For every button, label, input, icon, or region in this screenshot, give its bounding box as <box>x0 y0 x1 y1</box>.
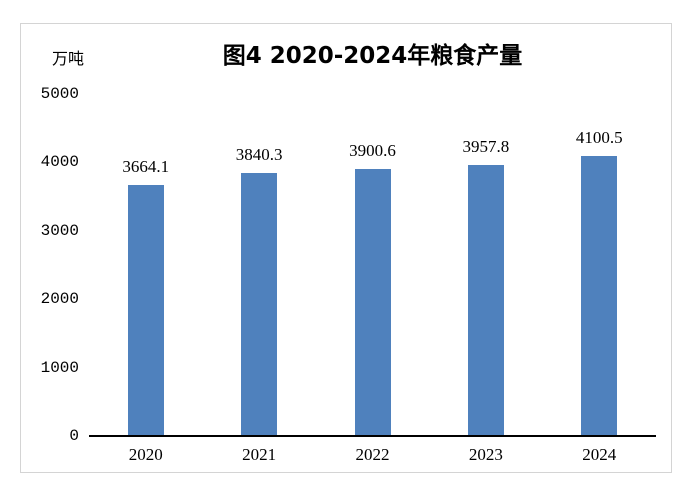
y-tick-label: 0 <box>69 427 79 445</box>
x-axis-line <box>89 435 656 437</box>
x-tick-label-2023: 2023 <box>468 445 503 464</box>
x-tick-label-2022: 2022 <box>355 445 390 464</box>
y-tick-label: 1000 <box>40 358 79 377</box>
y-tick-label: 2000 <box>40 290 79 309</box>
y-tick-label: 5000 <box>40 85 79 103</box>
bar-value-label: 3900.6 <box>349 141 396 161</box>
bar-value-label: 4100.5 <box>575 127 623 147</box>
bar-value-label: 3840.3 <box>235 145 283 165</box>
x-tick-label-2020: 2020 <box>128 445 163 464</box>
y-axis-tick-labels: 0 1000 2000 3000 4000 5000 <box>21 24 79 472</box>
bar-2023 <box>467 165 504 436</box>
y-tick-label: 4000 <box>40 153 79 172</box>
x-tick-label-2024: 2024 <box>582 445 617 464</box>
bar-value-label: 3664.1 <box>122 157 170 177</box>
x-tick-label-2021: 2021 <box>242 445 277 464</box>
y-tick-label: 3000 <box>40 221 79 240</box>
plot-area: 3664.1 3840.3 3900.6 3957.8 4100.5 <box>89 94 656 436</box>
bar-2024 <box>581 155 618 436</box>
bar-value-label: 3957.8 <box>462 137 510 157</box>
chart-frame: 图4 2020-2024年粮食产量 万吨 0 1000 2000 3000 4000 50… <box>20 23 672 473</box>
bar-2020 <box>127 185 164 436</box>
bar-2022 <box>354 169 391 436</box>
x-axis-tick-labels: 2020 2021 2022 2023 2024 <box>89 445 656 469</box>
y-axis-unit-label: 万吨 <box>52 49 85 68</box>
bar-2021 <box>241 173 278 436</box>
chart-title: 图4 2020-2024年粮食产量 <box>222 43 523 69</box>
